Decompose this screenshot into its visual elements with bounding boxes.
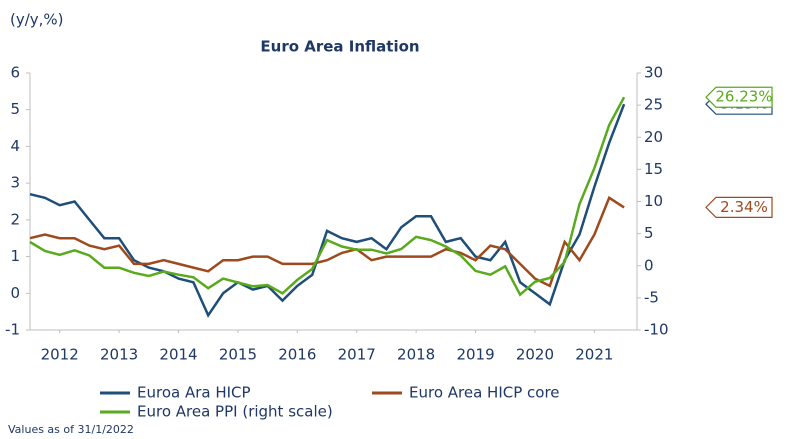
x-tick-label: 2019 bbox=[456, 346, 494, 364]
y-tick-label: 3 bbox=[10, 174, 20, 192]
x-tick-label: 2020 bbox=[516, 346, 554, 364]
legend-label: Euro Area PPI (right scale) bbox=[137, 403, 333, 421]
x-tick-label: 2021 bbox=[575, 346, 613, 364]
end-callout bbox=[705, 196, 773, 218]
x-tick-label: 2015 bbox=[219, 346, 257, 364]
y2-tick-label: 5 bbox=[644, 224, 654, 242]
y2-tick-label: 15 bbox=[644, 160, 663, 178]
end-label: 26.23% bbox=[715, 88, 772, 106]
y2-tick-label: 25 bbox=[644, 96, 663, 114]
y-tick-label: 2 bbox=[10, 210, 20, 228]
chart-title: Euro Area Inflation bbox=[260, 38, 419, 56]
y-tick-label: -1 bbox=[5, 321, 20, 339]
y-tick-label: 1 bbox=[10, 247, 20, 265]
y-axis-label: (y/y,%) bbox=[10, 11, 64, 29]
series-line bbox=[29, 96, 626, 297]
series-line bbox=[29, 195, 625, 288]
x-tick-label: 2013 bbox=[100, 346, 138, 364]
legend-label: Euro Area HICP core bbox=[409, 384, 560, 402]
y2-tick-label: 20 bbox=[644, 128, 663, 146]
series-line bbox=[29, 103, 626, 318]
legend-label: Euroa Ara HICP bbox=[137, 384, 251, 402]
y2-tick-label: -10 bbox=[644, 321, 669, 339]
y-tick-label: 6 bbox=[10, 64, 20, 82]
end-label: 2.34% bbox=[720, 198, 768, 216]
x-tick-label: 2014 bbox=[159, 346, 197, 364]
y-tick-label: 0 bbox=[10, 284, 20, 302]
end-callout bbox=[705, 86, 773, 108]
x-tick-label: 2012 bbox=[41, 346, 79, 364]
y2-tick-label: -5 bbox=[644, 288, 659, 306]
y-tick-label: 4 bbox=[10, 137, 20, 155]
y2-tick-label: 30 bbox=[644, 64, 663, 82]
y2-tick-label: 10 bbox=[644, 192, 663, 210]
x-tick-label: 2016 bbox=[278, 346, 316, 364]
y-tick-label: 5 bbox=[10, 100, 20, 118]
x-tick-label: 2018 bbox=[397, 346, 435, 364]
y2-tick-label: 0 bbox=[644, 256, 654, 274]
x-tick-label: 2017 bbox=[338, 346, 376, 364]
footnote: Values as of 31/1/2022 bbox=[8, 423, 134, 436]
